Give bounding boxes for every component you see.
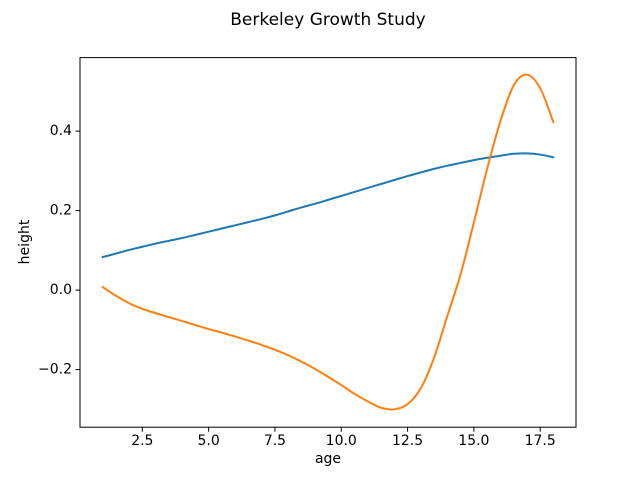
y-tick-label: 0.0 <box>50 282 72 298</box>
curve-series-2 <box>101 73 555 411</box>
x-tick-label: 17.5 <box>525 433 556 449</box>
chart-title: Berkeley Growth Study <box>230 10 426 30</box>
x-tick-label: 15.0 <box>458 433 489 449</box>
y-tick-label: −0.2 <box>38 362 72 378</box>
x-tick-label: 2.5 <box>131 433 153 449</box>
curve-series-1 <box>101 152 555 259</box>
x-tick-label: 12.5 <box>392 433 423 449</box>
x-tick-label: 10.0 <box>326 433 357 449</box>
x-tick-label: 5.0 <box>198 433 220 449</box>
x-tick-label: 7.5 <box>264 433 286 449</box>
y-tick-label: 0.4 <box>50 123 72 139</box>
y-tick-label: 0.2 <box>50 203 72 219</box>
x-axis-label: age <box>314 451 342 467</box>
y-axis-label: height <box>17 219 33 265</box>
axes-frame <box>79 57 577 428</box>
